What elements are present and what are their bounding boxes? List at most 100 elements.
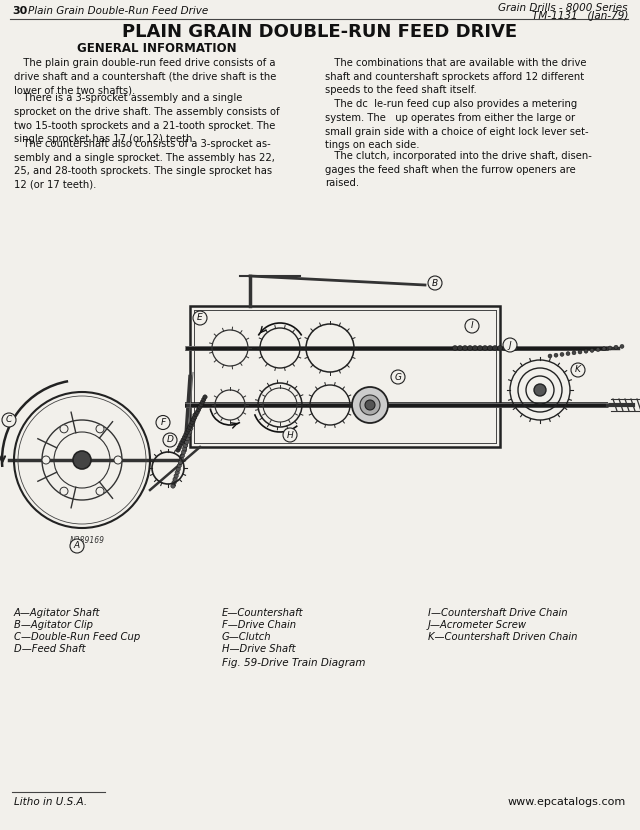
Circle shape (192, 416, 196, 421)
Circle shape (191, 417, 196, 422)
Circle shape (560, 353, 564, 356)
Circle shape (172, 481, 176, 485)
Circle shape (472, 345, 477, 350)
Text: E—Countershaft: E—Countershaft (222, 608, 303, 618)
Text: K—Countershaft Driven Chain: K—Countershaft Driven Chain (428, 632, 577, 642)
Text: G: G (394, 373, 401, 382)
Circle shape (60, 487, 68, 496)
Text: J: J (509, 340, 511, 349)
Circle shape (193, 311, 207, 325)
Circle shape (186, 427, 191, 432)
Circle shape (203, 395, 207, 399)
Text: F—Drive Chain: F—Drive Chain (222, 620, 296, 630)
Circle shape (73, 451, 91, 469)
Circle shape (180, 440, 184, 445)
Text: N289169: N289169 (70, 536, 104, 545)
Circle shape (463, 345, 467, 350)
Text: www.epcatalogs.com: www.epcatalogs.com (508, 797, 626, 807)
Circle shape (452, 345, 458, 350)
Text: H—Drive Shaft: H—Drive Shaft (222, 644, 296, 654)
Circle shape (163, 433, 177, 447)
Circle shape (428, 276, 442, 290)
Text: The plain grain double-run feed drive consists of a
drive shaft and a countersha: The plain grain double-run feed drive co… (14, 58, 276, 95)
Circle shape (502, 345, 508, 350)
Circle shape (513, 345, 518, 350)
Circle shape (497, 345, 502, 350)
Circle shape (2, 413, 16, 427)
Text: K: K (575, 365, 581, 374)
Circle shape (181, 437, 186, 442)
Text: I: I (470, 321, 474, 330)
Circle shape (488, 345, 493, 350)
Circle shape (175, 471, 179, 475)
Text: TM-1131   (Jan-79): TM-1131 (Jan-79) (532, 11, 628, 21)
Circle shape (503, 338, 517, 352)
Text: C: C (6, 416, 12, 424)
Circle shape (194, 413, 198, 417)
Text: A: A (74, 541, 80, 550)
Circle shape (181, 450, 186, 454)
Circle shape (177, 445, 182, 450)
Text: B: B (432, 279, 438, 287)
Circle shape (465, 319, 479, 333)
Circle shape (171, 484, 175, 488)
Circle shape (554, 354, 558, 357)
Circle shape (176, 467, 180, 471)
Circle shape (572, 351, 576, 354)
Circle shape (190, 420, 195, 424)
Circle shape (184, 443, 188, 447)
Text: J—Acrometer Screw: J—Acrometer Screw (428, 620, 527, 630)
Circle shape (42, 456, 50, 464)
Text: 30: 30 (12, 6, 28, 16)
Circle shape (198, 405, 202, 409)
Circle shape (189, 422, 193, 427)
Circle shape (179, 442, 183, 447)
Circle shape (199, 403, 204, 407)
Text: Litho in U.S.A.: Litho in U.S.A. (14, 797, 87, 807)
Circle shape (189, 427, 193, 431)
Circle shape (352, 387, 388, 423)
Circle shape (179, 457, 184, 461)
Circle shape (176, 448, 180, 452)
Circle shape (188, 430, 192, 434)
Circle shape (493, 345, 497, 350)
Circle shape (200, 400, 205, 404)
Circle shape (477, 345, 483, 350)
Circle shape (534, 384, 546, 396)
Circle shape (578, 350, 582, 354)
Circle shape (156, 416, 170, 429)
Circle shape (60, 425, 68, 432)
Circle shape (186, 437, 190, 441)
Circle shape (584, 349, 588, 354)
Text: B—Agitator Clip: B—Agitator Clip (14, 620, 93, 630)
Circle shape (189, 423, 194, 427)
Circle shape (566, 352, 570, 355)
Circle shape (184, 432, 188, 437)
Circle shape (590, 349, 594, 353)
Text: The clutch, incorporated into the drive shaft, disen-
gages the feed shaft when : The clutch, incorporated into the drive … (325, 151, 592, 188)
Circle shape (191, 419, 195, 424)
Circle shape (180, 453, 184, 458)
Circle shape (114, 456, 122, 464)
Circle shape (182, 447, 187, 451)
Text: H: H (287, 431, 293, 440)
Circle shape (365, 400, 375, 410)
Circle shape (196, 408, 201, 412)
Circle shape (458, 345, 463, 350)
Text: D—Feed Shaft: D—Feed Shaft (14, 644, 86, 654)
Circle shape (602, 347, 606, 351)
Text: Fig. 59-Drive Train Diagram: Fig. 59-Drive Train Diagram (222, 658, 365, 668)
Circle shape (174, 474, 179, 478)
Circle shape (608, 346, 612, 350)
Circle shape (178, 460, 182, 465)
Text: Grain Drills - 8000 Series: Grain Drills - 8000 Series (499, 3, 628, 13)
Text: PLAIN GRAIN DOUBLE-RUN FEED DRIVE: PLAIN GRAIN DOUBLE-RUN FEED DRIVE (122, 23, 518, 41)
Text: A—Agitator Shaft: A—Agitator Shaft (14, 608, 100, 618)
Circle shape (177, 463, 182, 468)
Text: F: F (161, 418, 166, 427)
Circle shape (360, 395, 380, 415)
Circle shape (184, 440, 189, 444)
Circle shape (70, 539, 84, 553)
Circle shape (193, 413, 197, 417)
Circle shape (508, 345, 513, 350)
